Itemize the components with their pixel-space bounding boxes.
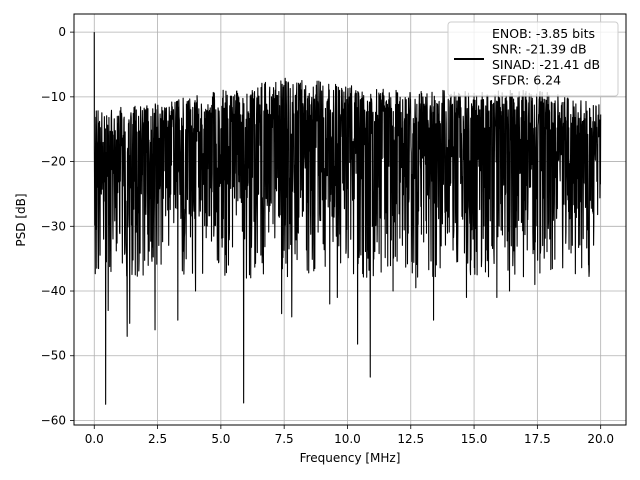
y-tick-label: −30 <box>41 219 66 233</box>
x-tick-label: 20.0 <box>587 432 614 446</box>
y-tick-label: −60 <box>41 413 66 427</box>
y-tick-label: 0 <box>58 25 66 39</box>
y-tick-label: −40 <box>41 284 66 298</box>
x-tick-label: 5.0 <box>211 432 230 446</box>
plot-frame <box>73 13 627 426</box>
x-tick-label: 12.5 <box>397 432 424 446</box>
x-tick-label: 17.5 <box>524 432 551 446</box>
x-tick-label: 15.0 <box>461 432 488 446</box>
x-tick-label: 2.5 <box>148 432 167 446</box>
y-tick-label: −10 <box>41 90 66 104</box>
psd-series-line <box>93 32 602 405</box>
legend-entry-text: ENOB: -3.85 bits SNR: -21.39 dB SINAD: -21… <box>492 26 600 88</box>
x-tick-label: 10.0 <box>334 432 361 446</box>
x-tick-label: 0.0 <box>85 432 104 446</box>
legend: ENOB: -3.85 bits SNR: -21.39 dB SINAD: -21… <box>447 21 619 97</box>
y-axis-label: PSD [dB] <box>14 193 28 246</box>
x-axis-label: Frequency [MHz] <box>300 451 401 465</box>
axis-ticks: 0.0 2.5 5.0 7.5 10.0 12.5 15.0 17.5 20.0 0 −10 −20 −… <box>41 25 614 446</box>
x-tick-label: 7.5 <box>275 432 294 446</box>
series-layer <box>93 32 602 405</box>
y-tick-label: −20 <box>41 155 66 169</box>
y-tick-label: −50 <box>41 349 66 363</box>
legend-frame <box>447 21 619 97</box>
